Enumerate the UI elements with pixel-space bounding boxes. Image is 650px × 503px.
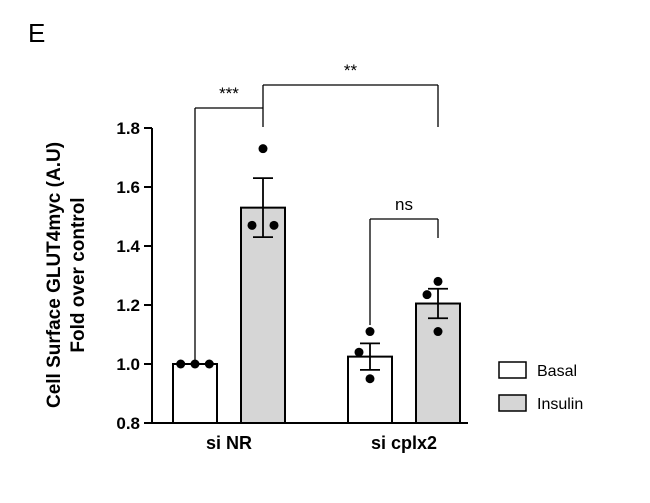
- data-point: [433, 327, 443, 337]
- data-point: [354, 347, 364, 357]
- x-tick-label: si cplx2: [371, 433, 437, 453]
- panel-label: E: [28, 18, 45, 48]
- y-tick-label: 1.4: [116, 237, 140, 256]
- y-axis-label-line-1: Cell Surface GLUT4myc (A.U): [44, 142, 65, 408]
- y-tick-label: 1.2: [116, 296, 140, 315]
- significance-label: **: [344, 61, 358, 80]
- y-tick-label: 1.0: [116, 355, 140, 374]
- y-tick-label: 1.6: [116, 178, 140, 197]
- y-tick-label: 1.8: [116, 119, 140, 138]
- data-point: [365, 327, 375, 337]
- legend-swatch-basal: [498, 361, 527, 379]
- y-axis-label: Cell Surface GLUT4myc (A.U) Fold over co…: [44, 142, 89, 408]
- x-tick-label: si NR: [206, 433, 252, 453]
- data-point: [269, 220, 279, 230]
- bar-insulin: [415, 302, 461, 424]
- data-point: [422, 290, 432, 300]
- y-tick-label: 0.8: [116, 414, 140, 433]
- significance-label: ns: [395, 195, 413, 214]
- data-point: [433, 276, 443, 286]
- legend-label-insulin: Insulin: [537, 396, 583, 413]
- bar-basal: [172, 363, 218, 424]
- data-point: [176, 359, 186, 369]
- data-point: [365, 374, 375, 384]
- data-point: [258, 144, 268, 154]
- significance-label: ***: [219, 84, 239, 103]
- plot-area: 0.81.01.21.41.61.8si NR si cplx2*****ns: [116, 61, 468, 453]
- legend: Basal Insulin: [498, 361, 583, 413]
- y-axis-label-line-2: Fold over control: [68, 197, 89, 352]
- data-point: [204, 359, 214, 369]
- legend-label-basal: Basal: [537, 363, 577, 380]
- legend-swatch-insulin: [498, 394, 527, 412]
- bar-insulin: [240, 206, 286, 424]
- data-point: [247, 220, 257, 230]
